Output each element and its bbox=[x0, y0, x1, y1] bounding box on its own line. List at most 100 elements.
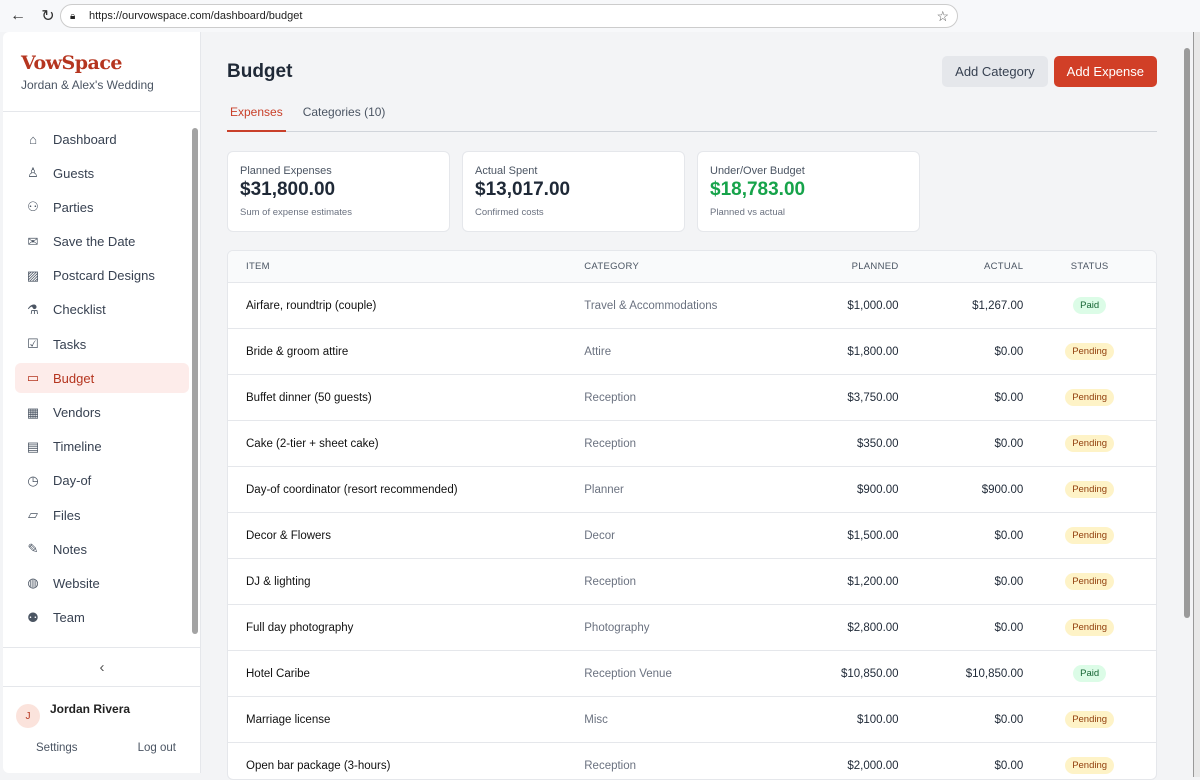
table-row[interactable]: Marriage license Misc $100.00 $0.00 Pending bbox=[228, 697, 1156, 743]
status-badge: Pending bbox=[1065, 573, 1115, 590]
background-window-edge bbox=[1193, 32, 1200, 777]
sidebar-item-dashboard[interactable]: ⌂ Dashboard bbox=[15, 124, 189, 154]
avatar: J bbox=[16, 704, 40, 728]
column-actual[interactable]: ACTUAL bbox=[984, 261, 1024, 272]
card-subtitle: Sum of expense estimates bbox=[240, 207, 352, 218]
collapse-sidebar-button[interactable]: ‹ bbox=[3, 647, 201, 687]
item-name: Airfare, roundtrip (couple) bbox=[246, 299, 377, 312]
bookmark-star-icon[interactable]: ☆ bbox=[936, 7, 949, 24]
table-row[interactable]: Decor & Flowers Decor $1,500.00 $0.00 Pendin… bbox=[228, 513, 1156, 559]
status-badge: Paid bbox=[1073, 297, 1107, 314]
user-profile: J Jordan Rivera bbox=[16, 702, 130, 728]
table-header: ITEM CATEGORY PLANNED ACTUAL STATUS bbox=[228, 251, 1156, 283]
status-badge: Pending bbox=[1065, 527, 1115, 544]
logout-link[interactable]: Log out bbox=[137, 742, 176, 754]
item-name: DJ & lighting bbox=[246, 575, 311, 588]
sidebar-item-label: Tasks bbox=[53, 336, 87, 352]
calendar-icon: ▤ bbox=[26, 438, 40, 454]
tab-categories[interactable]: Categories (10) bbox=[302, 105, 386, 119]
item-actual: $0.00 bbox=[994, 713, 1024, 726]
item-planned: $1,000.00 bbox=[847, 299, 899, 312]
status-badge: Pending bbox=[1065, 619, 1115, 636]
sidebar-item-postcard-designs[interactable]: ▨ Postcard Designs bbox=[15, 261, 189, 291]
summary-card: Planned Expenses $31,800.00 Sum of expense… bbox=[227, 151, 450, 232]
sidebar-item-website[interactable]: ◍ Website bbox=[15, 568, 189, 598]
column-category[interactable]: CATEGORY bbox=[584, 261, 640, 272]
table-row[interactable]: Bride & groom attire Attire $1,800.00 $0.00… bbox=[228, 329, 1156, 375]
item-actual: $900.00 bbox=[981, 483, 1024, 496]
sidebar-item-label: Parties bbox=[53, 199, 94, 215]
column-status[interactable]: STATUS bbox=[1070, 261, 1109, 272]
item-category: Attire bbox=[584, 345, 612, 358]
summary-card: Actual Spent $13,017.00 Confirmed costs bbox=[462, 151, 685, 232]
item-name: Bride & groom attire bbox=[246, 345, 349, 358]
sidebar-item-vendors[interactable]: ▦ Vendors bbox=[15, 398, 189, 428]
summary-card: Under/Over Budget $18,783.00 Planned vs ac… bbox=[697, 151, 920, 232]
sidebar-item-label: Team bbox=[53, 610, 85, 626]
table-row[interactable]: Cake (2-tier + sheet cake) Reception $350.… bbox=[228, 421, 1156, 467]
item-category: Photography bbox=[584, 621, 650, 634]
table-row[interactable]: DJ & lighting Reception $1,200.00 $0.00 Pend… bbox=[228, 559, 1156, 605]
item-name: Decor & Flowers bbox=[246, 529, 331, 542]
table-row[interactable]: Hotel Caribe Reception Venue $10,850.00 $10… bbox=[228, 651, 1156, 697]
sidebar-item-label: Postcard Designs bbox=[53, 268, 155, 284]
logo[interactable]: VowSpace bbox=[21, 52, 123, 74]
item-planned: $1,800.00 bbox=[847, 345, 899, 358]
user-name: Jordan Rivera bbox=[50, 702, 131, 716]
item-category: Planner bbox=[584, 483, 624, 496]
sidebar-item-day-of[interactable]: ◷ Day-of bbox=[15, 466, 189, 496]
user-icon: ♙ bbox=[27, 165, 39, 181]
page-scrollbar[interactable] bbox=[1183, 40, 1191, 770]
add-expense-button[interactable]: Add Expense bbox=[1053, 56, 1157, 87]
back-icon[interactable]: ← bbox=[10, 7, 26, 24]
credit-card-icon: ▭ bbox=[26, 370, 40, 386]
sidebar-item-label: Checklist bbox=[53, 302, 106, 318]
browser-toolbar: ← ↻ 🔒︎ https://ourvowspace.com/dashboard… bbox=[0, 0, 1200, 32]
item-actual: $0.00 bbox=[994, 345, 1024, 358]
sidebar-nav: ⌂ Dashboard ♙ Guests ⚇ Parties ✉ Save the Date ▨… bbox=[15, 124, 189, 637]
sidebar-item-timeline[interactable]: ▤ Timeline bbox=[15, 432, 189, 462]
item-actual: $0.00 bbox=[994, 391, 1024, 404]
status-badge: Pending bbox=[1065, 757, 1115, 774]
url-text: https://ourvowspace.com/dashboard/budget bbox=[89, 10, 303, 22]
item-category: Reception Venue bbox=[584, 667, 672, 680]
sidebar-item-save-the-date[interactable]: ✉ Save the Date bbox=[15, 227, 189, 257]
item-planned: $100.00 bbox=[856, 713, 899, 726]
sidebar-item-tasks[interactable]: ☑ Tasks bbox=[15, 329, 189, 359]
column-planned[interactable]: PLANNED bbox=[851, 261, 899, 272]
team-icon: ⚉ bbox=[27, 609, 39, 625]
sidebar-item-guests[interactable]: ♙ Guests bbox=[15, 158, 189, 188]
sidebar-item-label: Files bbox=[53, 507, 81, 523]
folder-icon: ▱ bbox=[28, 507, 38, 523]
sidebar-item-parties[interactable]: ⚇ Parties bbox=[15, 192, 189, 222]
users-icon: ⚇ bbox=[27, 199, 39, 215]
table-row[interactable]: Buffet dinner (50 guests) Reception $3,750… bbox=[228, 375, 1156, 421]
sidebar-item-notes[interactable]: ✎ Notes bbox=[15, 534, 189, 564]
item-planned: $2,800.00 bbox=[847, 621, 899, 634]
table-row[interactable]: Airfare, roundtrip (couple) Travel & Acco… bbox=[228, 283, 1156, 329]
card-subtitle: Confirmed costs bbox=[475, 207, 544, 218]
sidebar-item-files[interactable]: ▱ Files bbox=[15, 500, 189, 530]
sidebar: VowSpace Jordan & Alex's Wedding ⌂ Dashbo… bbox=[3, 32, 201, 773]
sidebar-item-budget[interactable]: ▭ Budget bbox=[15, 363, 189, 394]
add-category-button[interactable]: Add Category bbox=[942, 56, 1048, 87]
home-icon: ⌂ bbox=[29, 131, 37, 147]
table-row[interactable]: Full day photography Photography $2,800.00… bbox=[228, 605, 1156, 651]
sidebar-item-team[interactable]: ⚉ Team bbox=[15, 603, 189, 633]
tab-expenses[interactable]: Expenses bbox=[227, 104, 286, 132]
column-item[interactable]: ITEM bbox=[246, 261, 270, 272]
sidebar-scrollbar[interactable] bbox=[191, 116, 199, 644]
item-category: Decor bbox=[584, 529, 615, 542]
item-actual: $0.00 bbox=[994, 621, 1024, 634]
settings-link[interactable]: Settings bbox=[36, 742, 78, 754]
status-badge: Pending bbox=[1065, 711, 1115, 728]
sidebar-item-checklist[interactable]: ⚗ Checklist bbox=[15, 295, 189, 325]
item-planned: $1,200.00 bbox=[847, 575, 899, 588]
card-label: Planned Expenses bbox=[240, 165, 332, 177]
reload-icon[interactable]: ↻ bbox=[41, 8, 55, 25]
table-row[interactable]: Open bar package (3-hours) Reception $2,00… bbox=[228, 743, 1156, 779]
item-category: Reception bbox=[584, 391, 637, 404]
address-bar[interactable]: 🔒︎ https://ourvowspace.com/dashboard/bud… bbox=[60, 4, 958, 28]
table-row[interactable]: Day-of coordinator (resort recommended) P… bbox=[228, 467, 1156, 513]
item-category: Reception bbox=[584, 437, 637, 450]
